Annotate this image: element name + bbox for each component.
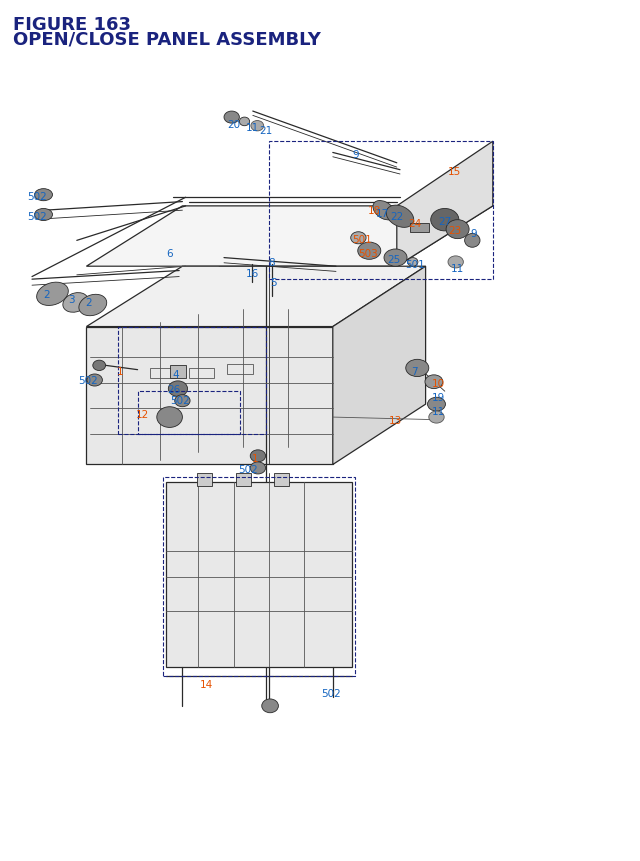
Text: 1: 1 — [117, 367, 124, 377]
Ellipse shape — [168, 381, 188, 397]
Ellipse shape — [448, 257, 463, 269]
Bar — [189, 369, 214, 379]
Text: 7: 7 — [412, 367, 418, 377]
Ellipse shape — [79, 295, 107, 316]
Ellipse shape — [358, 243, 381, 260]
Ellipse shape — [406, 360, 429, 377]
Ellipse shape — [36, 282, 68, 307]
Text: 10: 10 — [432, 378, 445, 388]
Ellipse shape — [429, 412, 444, 424]
Polygon shape — [86, 267, 426, 327]
Text: 4: 4 — [173, 369, 179, 380]
Ellipse shape — [446, 220, 469, 239]
Ellipse shape — [387, 206, 413, 228]
Text: 502: 502 — [239, 464, 258, 474]
Text: 11: 11 — [246, 122, 259, 133]
Ellipse shape — [351, 232, 366, 245]
Ellipse shape — [35, 189, 52, 201]
Text: 11: 11 — [451, 263, 464, 274]
Text: 27: 27 — [438, 217, 451, 227]
Text: 25: 25 — [387, 255, 400, 265]
Text: 21: 21 — [259, 126, 272, 136]
Ellipse shape — [35, 209, 52, 221]
Ellipse shape — [224, 112, 239, 124]
Ellipse shape — [157, 407, 182, 428]
Ellipse shape — [373, 201, 395, 220]
Text: 6: 6 — [166, 249, 173, 259]
Ellipse shape — [250, 462, 266, 474]
Text: 15: 15 — [448, 167, 461, 177]
Text: 18: 18 — [368, 206, 381, 216]
Text: 2: 2 — [85, 298, 92, 308]
Text: 501: 501 — [352, 234, 371, 245]
Ellipse shape — [431, 209, 459, 232]
Text: 501: 501 — [405, 260, 424, 270]
Text: 17: 17 — [376, 208, 389, 219]
Ellipse shape — [87, 375, 102, 387]
Polygon shape — [333, 267, 426, 465]
Text: 12: 12 — [136, 410, 148, 420]
Text: 503: 503 — [358, 249, 378, 259]
Ellipse shape — [262, 699, 278, 713]
Bar — [150, 369, 176, 379]
Text: 20: 20 — [227, 120, 240, 130]
Bar — [197, 474, 212, 486]
Ellipse shape — [63, 294, 88, 313]
Text: 22: 22 — [390, 212, 403, 222]
Bar — [227, 364, 253, 375]
Text: 502: 502 — [322, 688, 341, 698]
Bar — [274, 474, 289, 486]
Text: 19: 19 — [432, 393, 445, 403]
Bar — [236, 474, 251, 486]
Ellipse shape — [250, 450, 266, 462]
Text: 3: 3 — [68, 294, 75, 305]
Text: 8: 8 — [269, 257, 275, 268]
Text: 2: 2 — [43, 289, 49, 300]
Text: 26: 26 — [168, 384, 180, 394]
Ellipse shape — [408, 258, 418, 267]
Text: 24: 24 — [408, 219, 421, 229]
Text: 1: 1 — [252, 453, 258, 463]
Ellipse shape — [465, 234, 480, 248]
Polygon shape — [166, 482, 352, 667]
Text: 14: 14 — [200, 679, 212, 690]
Polygon shape — [410, 224, 429, 232]
Text: FIGURE 163: FIGURE 163 — [13, 16, 131, 34]
Polygon shape — [170, 366, 186, 379]
Ellipse shape — [175, 395, 190, 407]
Text: 502: 502 — [28, 212, 47, 222]
Polygon shape — [86, 327, 333, 465]
Ellipse shape — [93, 361, 106, 371]
Text: 13: 13 — [389, 415, 402, 425]
Ellipse shape — [425, 375, 443, 389]
Polygon shape — [397, 142, 493, 267]
Text: 16: 16 — [246, 269, 259, 279]
Text: 502: 502 — [28, 191, 47, 201]
Text: OPEN/CLOSE PANEL ASSEMBLY: OPEN/CLOSE PANEL ASSEMBLY — [13, 31, 321, 49]
Text: 9: 9 — [470, 229, 477, 239]
Text: 11: 11 — [432, 406, 445, 417]
Text: 5: 5 — [271, 277, 277, 288]
Ellipse shape — [251, 121, 264, 132]
Ellipse shape — [384, 250, 407, 267]
Text: 9: 9 — [352, 150, 358, 160]
Text: 502: 502 — [171, 395, 190, 406]
Ellipse shape — [239, 118, 250, 127]
Ellipse shape — [428, 398, 445, 412]
Text: 502: 502 — [79, 375, 98, 386]
Text: 23: 23 — [448, 226, 461, 236]
Polygon shape — [86, 207, 493, 267]
